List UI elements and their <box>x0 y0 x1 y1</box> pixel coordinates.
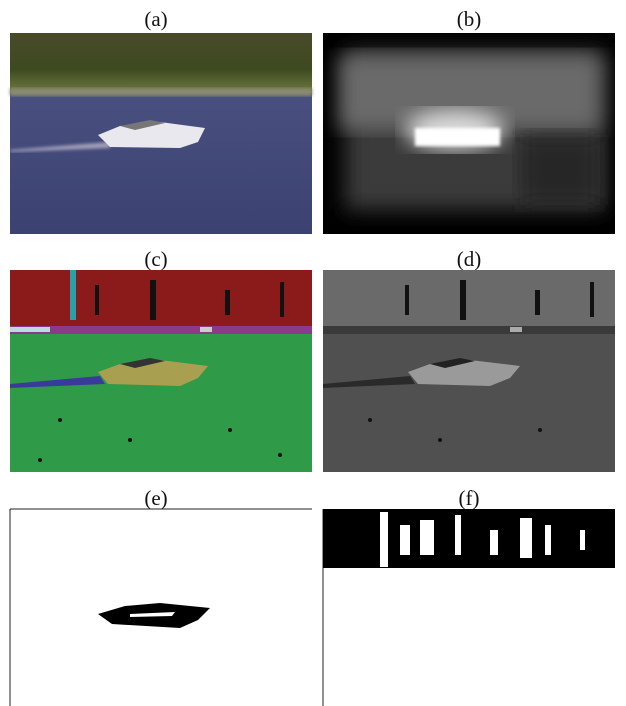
background-mask <box>323 509 615 706</box>
panel-label: (f) <box>459 486 480 510</box>
panel-label: (b) <box>457 7 482 31</box>
panel-label: (c) <box>144 247 167 271</box>
gray-segmentation <box>323 270 615 472</box>
panel-label: (d) <box>457 247 482 271</box>
photo <box>10 33 312 234</box>
segmentation <box>10 270 312 472</box>
panel-label: (e) <box>144 486 167 510</box>
figure: (a) (b) (c) (d) (e) (f) <box>0 0 626 706</box>
object-mask <box>10 509 312 706</box>
saliency-map <box>323 33 615 234</box>
panel-label: (a) <box>144 7 167 31</box>
